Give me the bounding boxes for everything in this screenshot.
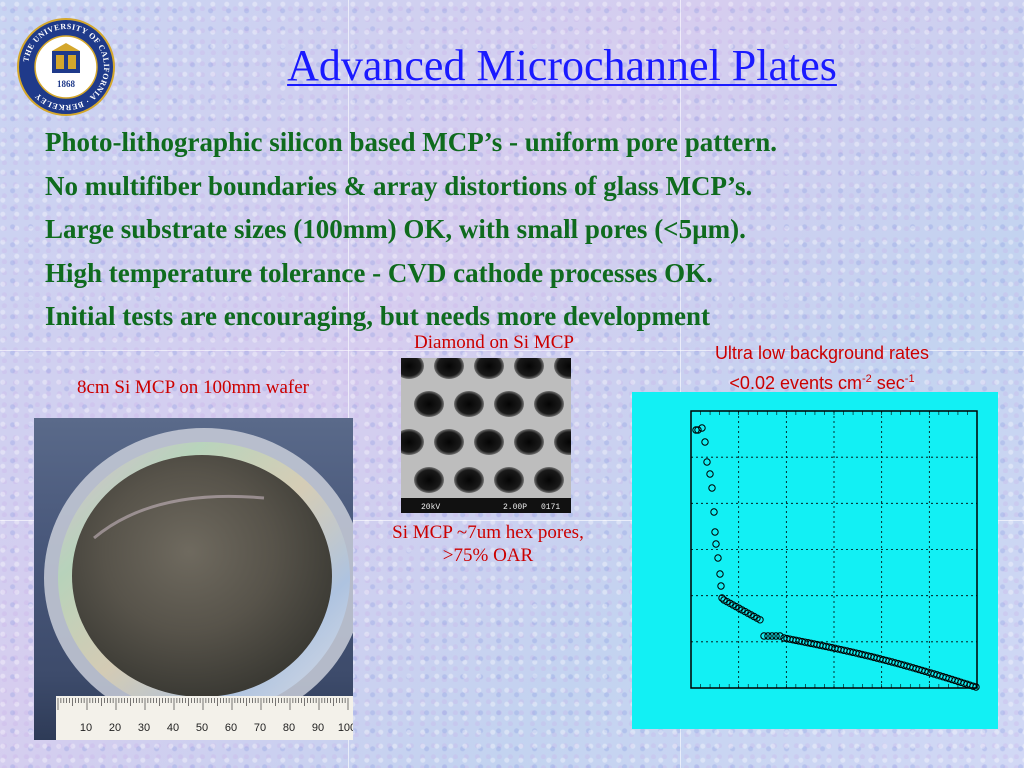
plot-point [718,594,726,602]
ruler-label: 20 [109,722,121,734]
ruler-label: 100 [338,722,353,734]
wafer-caption: 8cm Si MCP on 100mm wafer [76,377,310,398]
plot-point [772,632,780,640]
bullet-list: Photo-lithographic silicon based MCP’s -… [45,121,777,339]
ruler-label: 60 [225,722,237,734]
plot-point [714,554,722,562]
background-rate-plot [632,392,998,729]
plot-point [694,426,702,434]
ruler-label: 70 [254,722,266,734]
plot-point [764,632,772,640]
plot-point [756,616,764,624]
bg-gridline [0,350,1024,351]
bg-gridline [0,520,1024,521]
sem-caption-top: Diamond on Si MCP [414,332,574,353]
plot-point [716,570,724,578]
si-mcp-disk [72,455,332,697]
bullet-item: No multifiber boundaries & array distort… [45,170,753,201]
bullet-item: Photo-lithographic silicon based MCP’s -… [45,127,777,157]
bullet-item: High temperature tolerance - CVD cathode… [45,257,713,288]
plot-point [969,682,977,690]
plot-points [692,424,980,691]
plot-caption-line1: Ultra low background rates [714,343,930,363]
plot-point [712,540,720,548]
ruler-label: 90 [312,722,324,734]
plot-point [760,632,768,640]
ruler-label: 80 [283,722,295,734]
plot-point [701,438,709,446]
plot-grid [690,411,978,688]
slide-title: Advanced Microchannel Plates [287,41,837,90]
university-seal-logo: THE UNIVERSITY OF CALIFORNIA · BERKELEY … [17,18,115,116]
plot-point [717,582,725,590]
plot-point [708,484,716,492]
ruler-label: 10 [80,722,92,734]
ruler-label: 40 [167,722,179,734]
plot-point [972,683,980,691]
plot-caption-line2: <0.02 events cm-2 sec-1 [729,373,915,393]
plot-point [776,632,784,640]
bullet-item: Large substrate sizes (100mm) OK, with s… [45,214,746,244]
bg-gridline [348,0,349,768]
plot-point [698,424,706,432]
bg-gridline [680,0,681,768]
ruler-label: 50 [196,722,208,734]
plot-point [711,528,719,536]
sem-caption-bottom: Si MCP ~7um hex pores, >75% OAR [392,522,584,566]
sem-micrograph: 20kV 2.00P 0171 [401,358,571,513]
plot-point [706,470,714,478]
seal-year: 1868 [57,79,76,89]
plot-point [768,632,776,640]
ruler-ticks: 10 20 30 40 50 60 70 80 90 100 [57,698,353,734]
ruler-label: 30 [138,722,150,734]
bullet-item: Initial tests are encouraging, but needs… [45,301,710,331]
ruler [56,696,353,740]
sem-scale-kv: 20kV [421,503,440,512]
wafer-photo: 10 20 30 40 50 60 70 80 90 100 [34,418,353,740]
plot-point [703,458,711,466]
plot-point [710,508,718,516]
plot-caption: Ultra low background rates <0.02 events … [672,340,972,396]
sem-scale-bar: 2.00P [503,503,527,512]
sem-image-id: 0171 [541,503,560,512]
